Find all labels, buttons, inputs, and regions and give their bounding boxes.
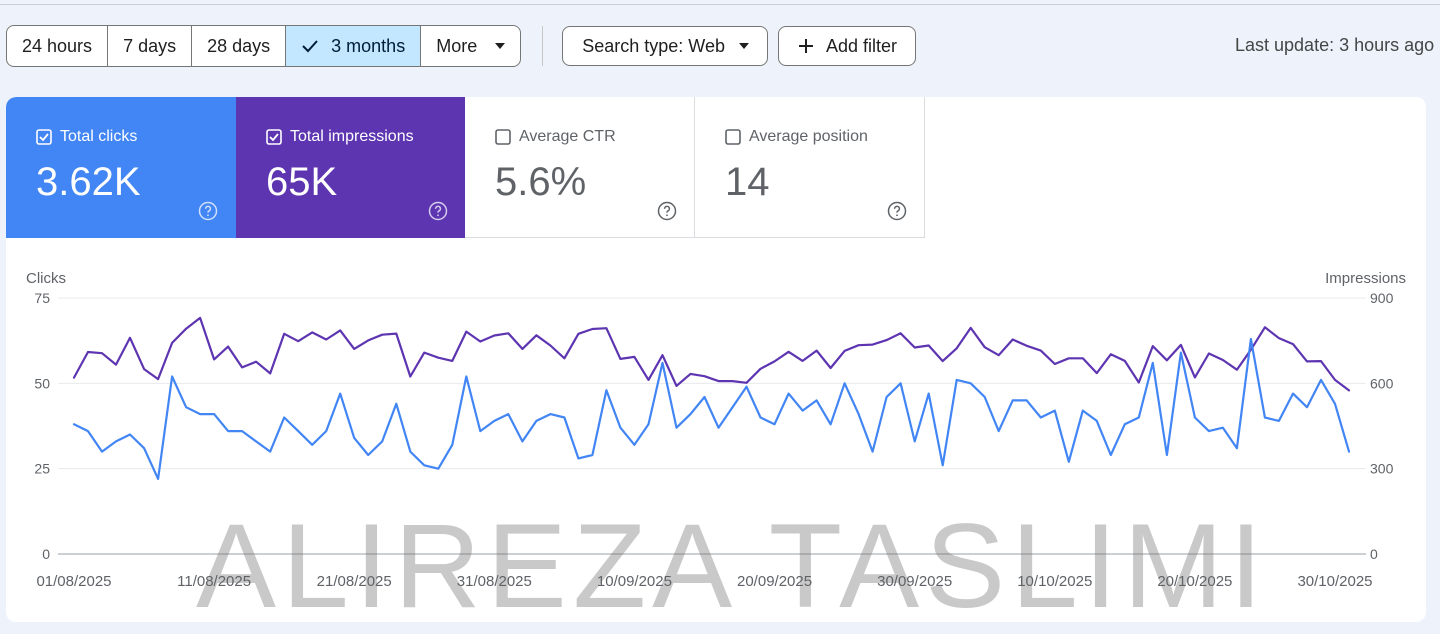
metric-label: Average position [749,128,868,145]
x-axis-tick: 30/10/2025 [1297,573,1372,590]
range-28-days-button[interactable]: 28 days [192,26,287,66]
series-line-impressions[interactable] [72,316,1351,392]
range-3-months-button[interactable]: 3 months [286,26,422,66]
right-axis-tick: 0 [1370,546,1378,562]
last-update-text: Last update: 3 hours ago [1235,35,1435,55]
check-icon [301,39,319,53]
range-more-button[interactable]: More [421,26,520,66]
metric-value: 14 [725,160,770,204]
metric-tile-average-position[interactable]: Average position 14 [695,97,925,238]
date-range-toolbar: 24 hours 7 days 28 days 3 months More Se… [6,25,926,67]
add-filter-button[interactable]: Add filter [777,26,917,66]
x-axis-tick: 10/10/2025 [1017,573,1092,590]
chevron-down-icon [738,43,749,49]
metric-label: Total impressions [290,128,414,145]
x-axis-tick: 10/09/2025 [597,573,672,590]
search-type-label: Search type: Web [582,35,725,56]
range-label: 7 days [123,35,177,56]
left-axis-title: Clicks [26,270,66,287]
range-label: 24 hours [22,35,93,56]
range-24-hours-button[interactable]: 24 hours [7,26,109,66]
range-label: 3 months [331,35,406,56]
help-icon[interactable] [887,201,907,221]
checkbox-unchecked-icon[interactable] [725,129,741,145]
x-axis-tick: 21/08/2025 [317,573,392,590]
checkbox-checked-icon[interactable] [266,129,282,145]
toolbar-divider [542,26,544,66]
x-axis-tick: 20/09/2025 [737,573,812,590]
metric-value: 65K [266,160,338,204]
x-axis-tick: 30/09/2025 [877,573,952,590]
plus-icon [798,38,814,54]
metric-tile-total-clicks[interactable]: Total clicks 3.62K [6,97,236,238]
add-filter-label: Add filter [825,35,898,56]
search-type-dropdown[interactable]: Search type: Web [562,26,768,66]
performance-line-chart[interactable]: Clicks Impressions 0 25 50 75 0 300 600 900 01/… [6,97,1426,622]
left-axis-tick: 0 [42,546,50,562]
x-axis-tick: 20/10/2025 [1157,573,1232,590]
checkbox-unchecked-icon[interactable] [495,129,511,145]
help-icon[interactable] [198,201,218,221]
metric-label: Average CTR [519,128,616,145]
right-axis-tick: 900 [1370,290,1394,306]
metric-value: 5.6% [495,160,587,204]
metric-tile-average-ctr[interactable]: Average CTR 5.6% [465,97,695,238]
range-label: More [436,35,478,56]
range-7-days-button[interactable]: 7 days [108,26,193,66]
help-icon[interactable] [657,201,677,221]
top-divider [0,4,1440,5]
left-axis-tick: 25 [34,461,50,477]
right-axis-tick: 600 [1370,375,1394,391]
left-axis-tick: 50 [34,375,50,391]
range-label: 28 days [207,35,271,56]
help-icon[interactable] [428,201,448,221]
x-axis-tick: 01/08/2025 [36,573,111,590]
performance-card: Total clicks 3.62K Total impressions 65K… [6,97,1426,622]
date-range-segmented-control: 24 hours 7 days 28 days 3 months More [6,25,522,67]
metric-tile-total-impressions[interactable]: Total impressions 65K [236,97,466,238]
right-axis-tick: 300 [1370,461,1394,477]
x-axis-tick: 11/08/2025 [177,573,251,590]
x-axis-tick: 31/08/2025 [457,573,532,590]
left-axis-tick: 75 [34,290,50,306]
metric-value: 3.62K [36,160,141,204]
chevron-down-icon [495,43,506,49]
metric-label: Total clicks [60,128,138,145]
checkbox-checked-icon[interactable] [36,129,52,145]
right-axis-title: Impressions [1325,270,1406,287]
series-line-clicks[interactable] [72,337,1351,480]
